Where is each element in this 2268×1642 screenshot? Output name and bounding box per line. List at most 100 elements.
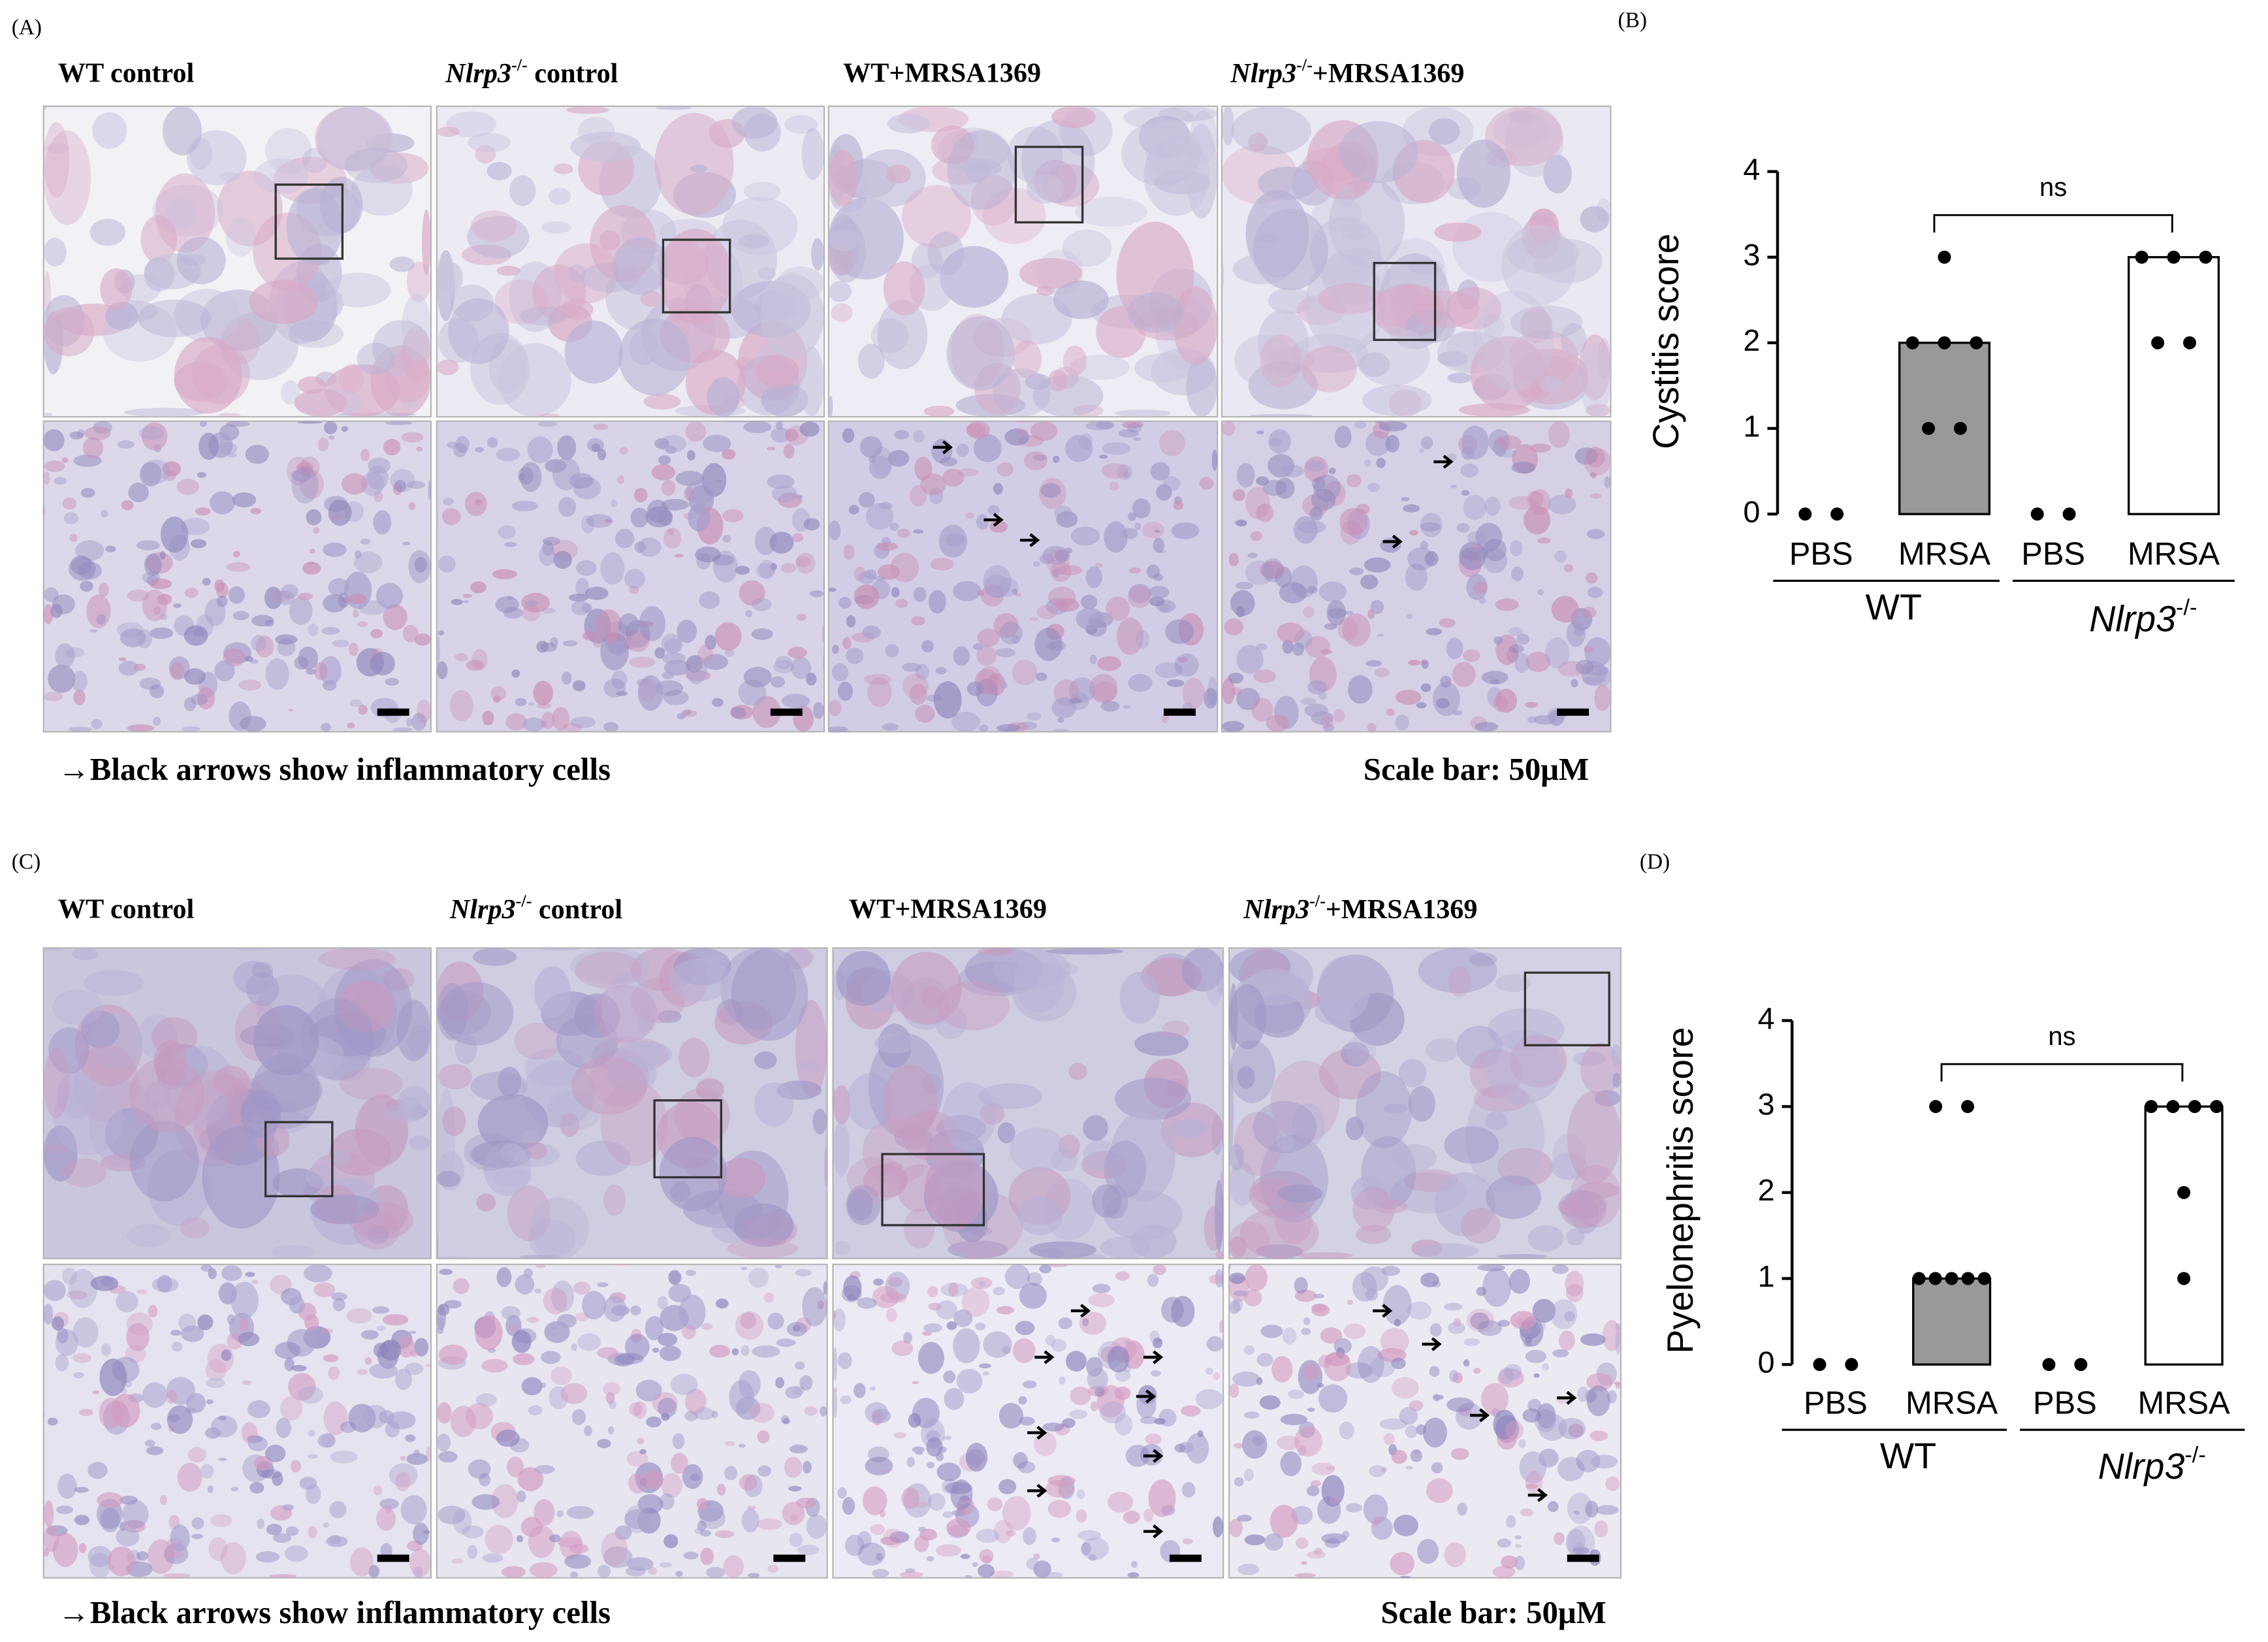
- tissue: [482, 1553, 503, 1563]
- bar: [1898, 342, 1991, 515]
- tissue: [550, 637, 558, 647]
- tissue: [639, 1477, 647, 1487]
- tissue: [1150, 462, 1170, 481]
- tissue: [886, 165, 912, 184]
- tissue: [454, 653, 469, 662]
- data-point: [1953, 421, 1967, 435]
- tissue: [658, 1398, 677, 1418]
- tissue: [1062, 1418, 1076, 1428]
- tissue: [111, 1393, 140, 1428]
- tissue: [199, 432, 219, 460]
- tissue: [48, 664, 76, 693]
- tissue: [438, 630, 445, 636]
- y-axis-label: Cystitis score: [1646, 234, 1686, 449]
- tissue: [251, 635, 267, 652]
- tissue: [976, 645, 997, 666]
- tissue: [43, 1500, 54, 1527]
- tissue: [775, 1377, 784, 1389]
- tissue: [724, 1441, 735, 1447]
- tissue: [1234, 334, 1296, 387]
- tissue: [958, 468, 979, 477]
- tissue: [1221, 720, 1245, 732]
- tissue: [471, 210, 517, 242]
- tissue: [139, 462, 162, 487]
- tissue: [296, 421, 323, 424]
- tissue: [1349, 567, 1364, 575]
- tissue: [245, 444, 269, 464]
- tissue: [997, 1306, 1014, 1315]
- tissue: [950, 1479, 973, 1510]
- tissue: [385, 1421, 400, 1438]
- tissue: [786, 1321, 807, 1337]
- tissue: [771, 485, 797, 503]
- tissue: [799, 1061, 820, 1072]
- tissue: [330, 1292, 348, 1301]
- tissue: [438, 1064, 473, 1090]
- tissue: [1034, 628, 1062, 661]
- tissue: [665, 445, 677, 454]
- tissue: [1229, 1272, 1245, 1284]
- tissue: [121, 500, 134, 511]
- tissue: [685, 421, 707, 442]
- tissue: [184, 587, 199, 598]
- tissue: [648, 1566, 658, 1575]
- tissue: [206, 1399, 214, 1405]
- tissue: [1186, 1433, 1209, 1464]
- tissue: [848, 505, 859, 515]
- tissue: [1114, 410, 1172, 417]
- tissue: [357, 1369, 368, 1375]
- scale-note: Scale bar: 50μM: [1381, 1594, 1606, 1630]
- tissue: [663, 690, 689, 705]
- tissue: [784, 1457, 803, 1478]
- x-tick-label: MRSA: [2128, 536, 2220, 571]
- tissue: [687, 450, 695, 461]
- tissue: [1125, 1444, 1150, 1467]
- scale-bar: [773, 1554, 806, 1562]
- tissue: [1544, 637, 1570, 669]
- tissue: [1186, 357, 1218, 417]
- tissue: [169, 662, 185, 681]
- tissue: [564, 1554, 592, 1569]
- tissue: [1356, 1071, 1413, 1148]
- tissue: [55, 1353, 69, 1372]
- tissue: [987, 505, 1000, 515]
- tissue: [1615, 1323, 1621, 1330]
- tissue: [426, 1446, 431, 1462]
- tissue: [170, 1330, 182, 1336]
- tissue: [1232, 489, 1246, 502]
- tissue: [663, 1534, 679, 1549]
- inflammation-arrow: [1469, 1408, 1490, 1423]
- tissue: [1128, 583, 1152, 604]
- tissue: [1270, 1504, 1298, 1538]
- tissue: [603, 1546, 633, 1568]
- tissue: [288, 1373, 316, 1401]
- tissue: [639, 606, 666, 641]
- tissue: [1256, 1377, 1263, 1385]
- tissue: [672, 1433, 684, 1449]
- tissue: [269, 1574, 297, 1578]
- tissue: [214, 660, 235, 682]
- tissue: [313, 1282, 335, 1298]
- tissue: [1416, 702, 1427, 709]
- tissue: [1097, 656, 1121, 671]
- tissue: [48, 1027, 89, 1074]
- tissue: [975, 1323, 986, 1330]
- tissue: [360, 449, 370, 462]
- tissue: [313, 526, 320, 534]
- tissue: [1051, 1537, 1061, 1543]
- tissue: [1452, 212, 1529, 282]
- tissue: [402, 326, 431, 384]
- tissue: [633, 1401, 647, 1419]
- tissue: [208, 1537, 228, 1561]
- tissue: [790, 1514, 799, 1521]
- tissue: [575, 1140, 631, 1176]
- tissue: [528, 702, 535, 706]
- tissue: [823, 571, 825, 600]
- tissue: [837, 1352, 852, 1370]
- tissue: [1470, 543, 1482, 550]
- tissue: [221, 1349, 232, 1361]
- tissue: [1493, 636, 1503, 645]
- tissue: [1045, 1335, 1056, 1346]
- tissue: [1081, 1537, 1110, 1560]
- tissue: [1306, 586, 1318, 594]
